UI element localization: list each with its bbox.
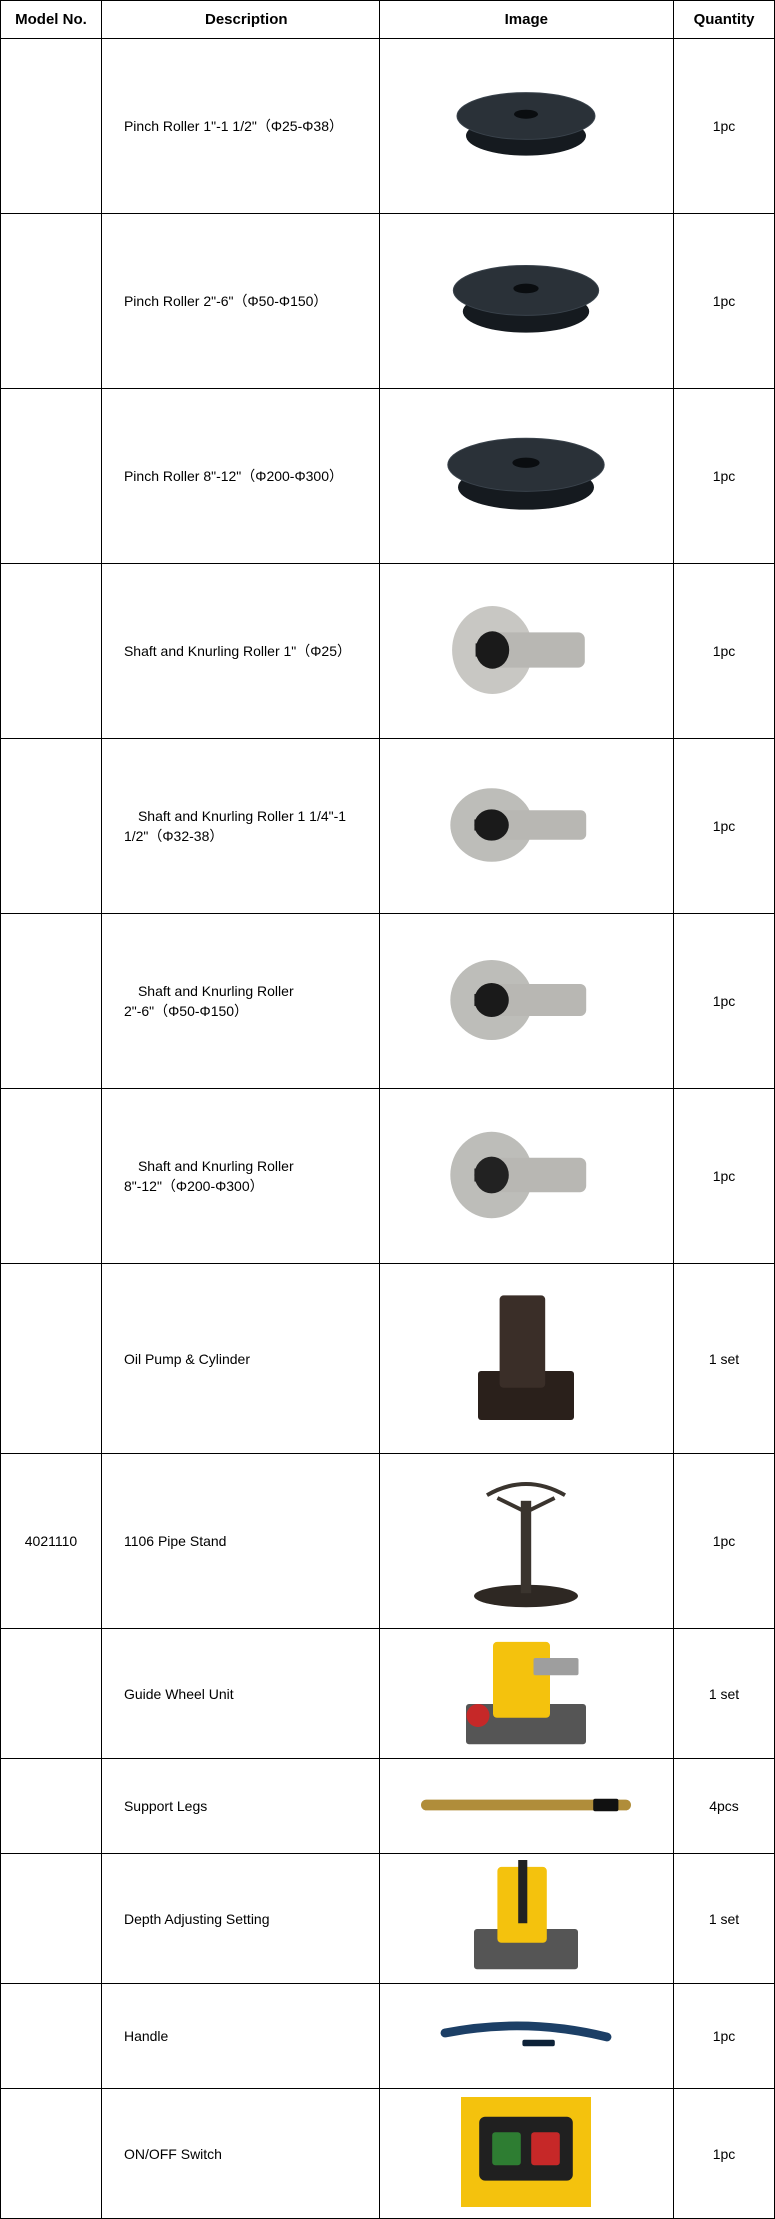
cell-description: Pinch Roller 8"-12"（Φ200-Φ300） bbox=[101, 389, 379, 564]
cell-image bbox=[379, 914, 673, 1089]
cell-image bbox=[379, 739, 673, 914]
table-row: Pinch Roller 2"-6"（Φ50-Φ150） 1pc bbox=[1, 214, 775, 389]
cell-model bbox=[1, 1264, 102, 1454]
cell-model bbox=[1, 1854, 102, 1984]
cell-description: Shaft and Knurling Roller 1 1/4"-1 1/2"（… bbox=[101, 739, 379, 914]
handle-icon bbox=[436, 2015, 616, 2058]
col-header-model: Model No. bbox=[1, 1, 102, 39]
cell-model bbox=[1, 914, 102, 1089]
cell-quantity: 1pc bbox=[674, 564, 775, 739]
cell-image bbox=[379, 1759, 673, 1854]
cell-model bbox=[1, 1759, 102, 1854]
cell-model bbox=[1, 1629, 102, 1759]
cell-image bbox=[379, 1089, 673, 1264]
cell-quantity: 1pc bbox=[674, 214, 775, 389]
shaft-roller-1-icon bbox=[442, 595, 610, 708]
table-row: Shaft and Knurling Roller 1"（Φ25） 1pc bbox=[1, 564, 775, 739]
cell-model bbox=[1, 39, 102, 214]
cell-description: Oil Pump & Cylinder bbox=[101, 1264, 379, 1454]
cell-image bbox=[379, 1854, 673, 1984]
cell-quantity: 1pc bbox=[674, 739, 775, 914]
cell-image bbox=[379, 2089, 673, 2219]
cell-model bbox=[1, 214, 102, 389]
cell-quantity: 1pc bbox=[674, 1089, 775, 1264]
table-row: ON/OFF Switch 1pc bbox=[1, 2089, 775, 2219]
table-row: Handle 1pc bbox=[1, 1984, 775, 2089]
cell-model bbox=[1, 739, 102, 914]
cell-quantity: 1pc bbox=[674, 2089, 775, 2219]
pinch-roller-small-icon bbox=[451, 80, 601, 173]
oil-pump-cylinder-icon bbox=[466, 1287, 586, 1430]
cell-description: ON/OFF Switch bbox=[101, 2089, 379, 2219]
cell-image bbox=[379, 39, 673, 214]
cell-description: Depth Adjusting Setting bbox=[101, 1854, 379, 1984]
cell-image bbox=[379, 214, 673, 389]
cell-quantity: 1pc bbox=[674, 39, 775, 214]
cell-model bbox=[1, 564, 102, 739]
col-header-description: Description bbox=[101, 1, 379, 39]
cell-image bbox=[379, 564, 673, 739]
cell-image bbox=[379, 389, 673, 564]
cell-image bbox=[379, 1264, 673, 1454]
cell-description: Support Legs bbox=[101, 1759, 379, 1854]
table-row: Shaft and Knurling Roller 1 1/4"-1 1/2"（… bbox=[1, 739, 775, 914]
cell-description: Pinch Roller 1"-1 1/2"（Φ25-Φ38） bbox=[101, 39, 379, 214]
pinch-roller-large-icon bbox=[441, 424, 611, 529]
cell-description: Pinch Roller 2"-6"（Φ50-Φ150） bbox=[101, 214, 379, 389]
cell-quantity: 1pc bbox=[674, 1984, 775, 2089]
shaft-roller-1p25-icon bbox=[440, 779, 612, 874]
cell-image bbox=[379, 1629, 673, 1759]
shaft-roller-8-12-icon bbox=[440, 1121, 612, 1232]
table-row: Pinch Roller 1"-1 1/2"（Φ25-Φ38） 1pc bbox=[1, 39, 775, 214]
cell-model bbox=[1, 1984, 102, 2089]
table-header-row: Model No. Description Image Quantity bbox=[1, 1, 775, 39]
cell-image bbox=[379, 1454, 673, 1629]
cell-description: Shaft and Knurling Roller 2"-6"（Φ50-Φ150… bbox=[101, 914, 379, 1089]
table-row: Shaft and Knurling Roller 2"-6"（Φ50-Φ150… bbox=[1, 914, 775, 1089]
cell-description: Shaft and Knurling Roller 1"（Φ25） bbox=[101, 564, 379, 739]
col-header-image: Image bbox=[379, 1, 673, 39]
table-row: Shaft and Knurling Roller 8"-12"（Φ200-Φ3… bbox=[1, 1089, 775, 1264]
cell-quantity: 1pc bbox=[674, 1454, 775, 1629]
shaft-roller-2-6-icon bbox=[440, 950, 612, 1053]
pinch-roller-medium-icon bbox=[447, 252, 605, 351]
pipe-stand-icon bbox=[461, 1470, 591, 1613]
parts-table: Model No. Description Image Quantity Pin… bbox=[0, 0, 775, 2219]
table-row: Oil Pump & Cylinder 1 set bbox=[1, 1264, 775, 1454]
cell-description: Shaft and Knurling Roller 8"-12"（Φ200-Φ3… bbox=[101, 1089, 379, 1264]
cell-quantity: 1 set bbox=[674, 1854, 775, 1984]
cell-description: Handle bbox=[101, 1984, 379, 2089]
table-row: 40211101106 Pipe Stand 1pc bbox=[1, 1454, 775, 1629]
cell-quantity: 1 set bbox=[674, 1264, 775, 1454]
cell-description: Guide Wheel Unit bbox=[101, 1629, 379, 1759]
cell-description: 1106 Pipe Stand bbox=[101, 1454, 379, 1629]
table-row: Support Legs 4pcs bbox=[1, 1759, 775, 1854]
support-legs-icon bbox=[421, 1796, 631, 1817]
cell-quantity: 1pc bbox=[674, 914, 775, 1089]
onoff-switch-icon bbox=[461, 2097, 591, 2210]
cell-quantity: 1 set bbox=[674, 1629, 775, 1759]
cell-model bbox=[1, 1089, 102, 1264]
cell-model: 4021110 bbox=[1, 1454, 102, 1629]
cell-quantity: 1pc bbox=[674, 389, 775, 564]
guide-wheel-unit-icon bbox=[451, 1635, 601, 1753]
col-header-quantity: Quantity bbox=[674, 1, 775, 39]
table-row: Pinch Roller 8"-12"（Φ200-Φ300） 1pc bbox=[1, 389, 775, 564]
cell-image bbox=[379, 1984, 673, 2089]
cell-quantity: 4pcs bbox=[674, 1759, 775, 1854]
table-row: Guide Wheel Unit 1 set bbox=[1, 1629, 775, 1759]
cell-model bbox=[1, 2089, 102, 2219]
depth-adjust-icon bbox=[461, 1860, 591, 1978]
table-row: Depth Adjusting Setting 1 set bbox=[1, 1854, 775, 1984]
cell-model bbox=[1, 389, 102, 564]
